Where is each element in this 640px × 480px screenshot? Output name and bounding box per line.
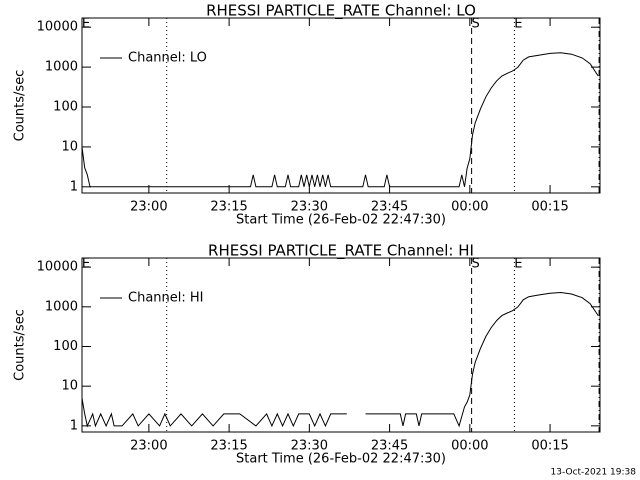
legend-label: Channel: HI [128, 291, 204, 306]
y-tick-label: 100 [53, 339, 78, 354]
y-tick-label: 1 [70, 179, 78, 194]
event-label: E [514, 257, 522, 272]
data-line [81, 52, 599, 188]
y-axis-label: Counts/sec [13, 309, 28, 381]
x-tick-label: 23:15 [210, 200, 247, 215]
y-tick-label: 100 [53, 100, 78, 115]
event-label: E [514, 17, 522, 32]
x-tick-label: 23:30 [291, 439, 328, 454]
event-label: S [471, 257, 479, 272]
x-tick-label: 23:00 [130, 439, 167, 454]
y-tick-label: 10 [61, 379, 78, 394]
x-tick-label: 23:45 [371, 439, 408, 454]
chart-title: RHESSI PARTICLE_RATE Channel: HI [208, 242, 474, 261]
y-tick-label: 1000 [45, 60, 78, 75]
y-tick-label: 1000 [45, 299, 78, 314]
x-axis-label: Start Time (26-Feb-02 22:47:30) [236, 213, 446, 228]
x-tick-label: 23:00 [130, 200, 167, 215]
event-label: E [82, 257, 90, 272]
event-label: S [471, 17, 479, 32]
data-line [81, 291, 599, 428]
legend-label: Channel: LO [128, 51, 207, 66]
x-tick-label: 00:00 [451, 439, 488, 454]
x-tick-label: 23:45 [371, 200, 408, 215]
plot-frame [81, 257, 601, 433]
x-tick-label: 00:00 [451, 200, 488, 215]
y-tick-label: 10000 [37, 20, 78, 35]
y-tick-label: 10000 [37, 260, 78, 275]
x-tick-label: 23:15 [210, 439, 247, 454]
x-tick-label: 00:15 [531, 200, 568, 215]
y-axis-label: Counts/sec [13, 70, 28, 142]
x-tick-label: 23:30 [291, 200, 328, 215]
event-label: E [82, 17, 90, 32]
y-tick-label: 1 [70, 418, 78, 433]
chart-title: RHESSI PARTICLE_RATE Channel: LO [206, 2, 476, 21]
timestamp: 13-Oct-2021 19:38 [551, 468, 637, 478]
y-tick-label: 10 [61, 139, 78, 154]
plot-frame [81, 17, 601, 194]
x-axis-label: Start Time (26-Feb-02 22:47:30) [236, 452, 446, 467]
x-tick-label: 00:15 [531, 439, 568, 454]
